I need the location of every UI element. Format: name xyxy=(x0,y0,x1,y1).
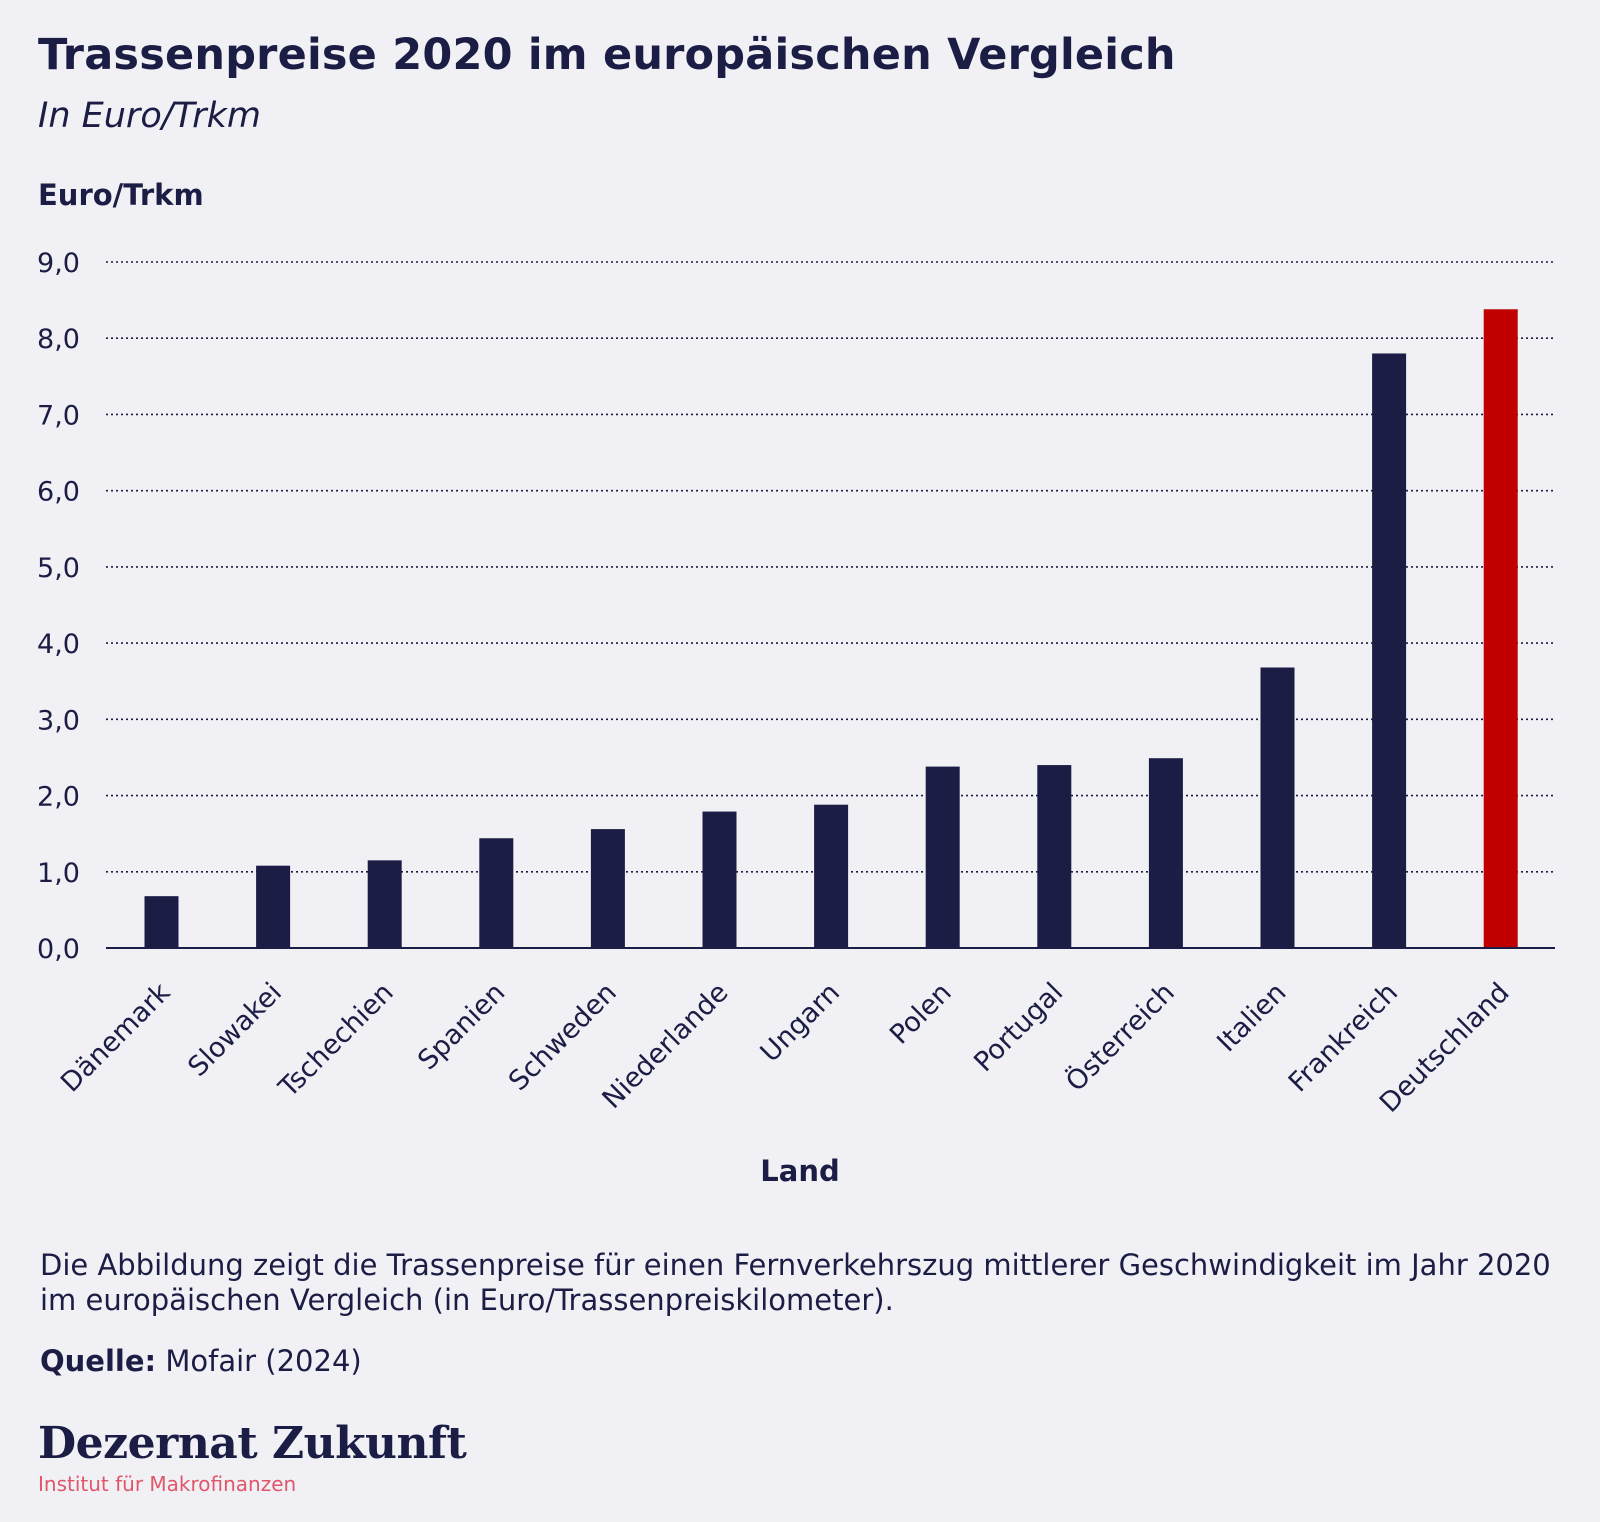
y-tick-label: 1,0 xyxy=(37,858,80,889)
y-tick-label: 6,0 xyxy=(37,477,80,508)
x-tick-label: Tschechien xyxy=(272,977,399,1104)
bar xyxy=(1260,667,1295,948)
x-tick-label: Polen xyxy=(884,977,958,1051)
bar xyxy=(1372,353,1407,948)
y-tick-label: 4,0 xyxy=(37,629,80,660)
chart-caption: Die Abbildung zeigt die Trassenpreise fü… xyxy=(40,1248,1551,1317)
x-tick-label: Schweden xyxy=(503,977,623,1097)
bar xyxy=(814,804,849,948)
bar xyxy=(256,865,291,948)
brand-logo: Dezernat Zukunft xyxy=(38,1418,467,1469)
chart-title: Trassenpreise 2020 im europäischen Vergl… xyxy=(38,30,1176,80)
y-tick-label: 5,0 xyxy=(37,553,80,584)
bar xyxy=(144,896,179,948)
x-tick-label: Ungarn xyxy=(755,977,846,1068)
x-tick-label: Spanien xyxy=(412,977,511,1076)
y-tick-label: 7,0 xyxy=(37,400,80,431)
source-label: Quelle: xyxy=(40,1344,157,1378)
y-axis-label: Euro/Trkm xyxy=(38,178,204,212)
bar-chart: 0,0 1,0 2,0 3,0 4,0 5,0 6,0 7,0 8,0 9,0 Dänemark Sl… xyxy=(37,248,1555,1119)
bar xyxy=(1483,309,1518,948)
bar xyxy=(590,829,625,948)
bar xyxy=(479,838,514,948)
x-tick-label: Italien xyxy=(1211,977,1292,1058)
y-tick-label: 8,0 xyxy=(37,324,80,355)
x-tick-label: Österreich xyxy=(1059,976,1180,1097)
bar xyxy=(925,766,960,948)
x-tick-label: Slowakei xyxy=(182,977,288,1083)
source-value: Mofair (2024) xyxy=(165,1344,362,1378)
x-axis-label: Land xyxy=(760,1154,840,1188)
x-tick-label: Portugal xyxy=(968,977,1069,1078)
source-note: Quelle: Mofair (2024) xyxy=(40,1344,362,1378)
x-tick-label: Frankreich xyxy=(1283,977,1404,1098)
brand-subtitle: Institut für Makrofinanzen xyxy=(38,1472,297,1496)
bar xyxy=(1037,765,1072,948)
chart-subtitle: In Euro/Trkm xyxy=(38,96,261,136)
y-tick-label: 0,0 xyxy=(37,934,80,965)
x-tick-label: Dänemark xyxy=(55,977,177,1099)
bar xyxy=(1148,758,1183,948)
y-tick-label: 9,0 xyxy=(37,248,80,279)
bar xyxy=(367,860,402,948)
y-tick-label: 3,0 xyxy=(37,705,80,736)
bar xyxy=(702,811,737,948)
y-tick-label: 2,0 xyxy=(37,782,80,813)
